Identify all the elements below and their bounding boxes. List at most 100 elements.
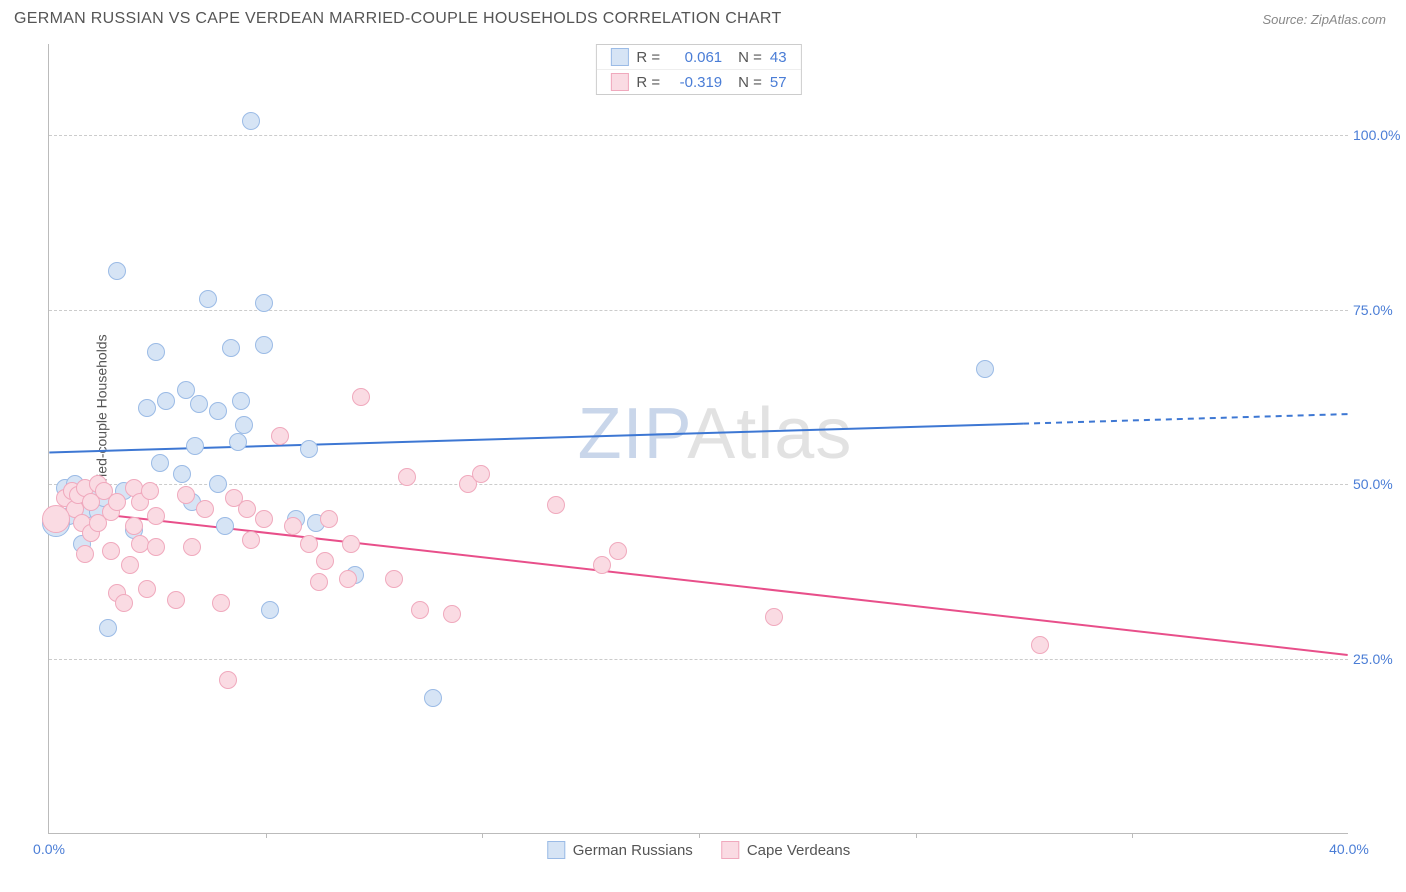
- y-gridline: [49, 310, 1348, 311]
- legend-swatch: [610, 73, 628, 91]
- data-point: [342, 535, 360, 553]
- legend-row: R = -0.319 N = 57: [596, 69, 800, 94]
- data-point: [235, 416, 253, 434]
- data-point: [147, 507, 165, 525]
- legend-n-value: 57: [770, 74, 787, 91]
- data-point: [108, 262, 126, 280]
- data-point: [183, 538, 201, 556]
- data-point: [352, 388, 370, 406]
- data-point: [398, 468, 416, 486]
- data-point: [219, 671, 237, 689]
- data-point: [284, 517, 302, 535]
- x-tick: [916, 833, 917, 838]
- data-point: [76, 545, 94, 563]
- data-point: [229, 433, 247, 451]
- data-point: [108, 493, 126, 511]
- x-tick: [266, 833, 267, 838]
- series-label: Cape Verdeans: [747, 842, 850, 859]
- data-point: [385, 570, 403, 588]
- x-tick: [699, 833, 700, 838]
- scatter-chart: ZIPAtlas R =0.061N =43R =-0.319N =57 Ger…: [48, 44, 1348, 834]
- legend-n-value: 43: [770, 49, 787, 66]
- data-point: [138, 580, 156, 598]
- x-tick: [1132, 833, 1133, 838]
- data-point: [765, 608, 783, 626]
- y-gridline: [49, 135, 1348, 136]
- x-tick: [482, 833, 483, 838]
- legend-r-label: R =: [636, 49, 660, 66]
- data-point: [443, 605, 461, 623]
- y-gridline: [49, 484, 1348, 485]
- data-point: [300, 535, 318, 553]
- data-point: [242, 112, 260, 130]
- data-point: [42, 505, 70, 533]
- data-point: [593, 556, 611, 574]
- data-point: [209, 475, 227, 493]
- watermark: ZIPAtlas: [578, 393, 853, 475]
- data-point: [131, 535, 149, 553]
- data-point: [547, 496, 565, 514]
- y-gridline: [49, 659, 1348, 660]
- data-point: [222, 339, 240, 357]
- series-legend-item: German Russians: [547, 841, 693, 859]
- data-point: [157, 392, 175, 410]
- legend-r-value: 0.061: [668, 49, 722, 66]
- data-point: [339, 570, 357, 588]
- data-point: [238, 500, 256, 518]
- data-point: [209, 402, 227, 420]
- data-point: [1031, 636, 1049, 654]
- data-point: [316, 552, 334, 570]
- trend-line-solid: [49, 508, 1347, 655]
- data-point: [99, 619, 117, 637]
- data-point: [138, 399, 156, 417]
- source-attribution: Source: ZipAtlas.com: [1262, 12, 1386, 27]
- data-point: [232, 392, 250, 410]
- legend-row: R = 0.061 N = 43: [596, 45, 800, 69]
- data-point: [320, 510, 338, 528]
- legend-swatch: [547, 841, 565, 859]
- data-point: [216, 517, 234, 535]
- data-point: [976, 360, 994, 378]
- data-point: [141, 482, 159, 500]
- data-point: [121, 556, 139, 574]
- correlation-legend: R = 0.061 N = 43 R = -0.319 N = 57: [595, 44, 801, 95]
- legend-r-label: R =: [636, 74, 660, 91]
- series-label: German Russians: [573, 842, 693, 859]
- legend-swatch: [721, 841, 739, 859]
- data-point: [102, 542, 120, 560]
- legend-swatch: [610, 48, 628, 66]
- y-tick-label: 50.0%: [1353, 476, 1406, 492]
- y-tick-label: 75.0%: [1353, 302, 1406, 318]
- y-tick-label: 25.0%: [1353, 651, 1406, 667]
- data-point: [186, 437, 204, 455]
- data-point: [300, 440, 318, 458]
- y-tick-label: 100.0%: [1353, 127, 1406, 143]
- x-tick-label: 0.0%: [33, 841, 65, 857]
- data-point: [472, 465, 490, 483]
- data-point: [147, 538, 165, 556]
- data-point: [271, 427, 289, 445]
- data-point: [199, 290, 217, 308]
- data-point: [255, 294, 273, 312]
- data-point: [212, 594, 230, 612]
- series-legend-item: Cape Verdeans: [721, 841, 850, 859]
- data-point: [167, 591, 185, 609]
- legend-n-label: N =: [738, 74, 762, 91]
- data-point: [115, 594, 133, 612]
- data-point: [151, 454, 169, 472]
- data-point: [255, 336, 273, 354]
- data-point: [190, 395, 208, 413]
- trend-line-dashed: [1023, 414, 1348, 424]
- data-point: [424, 689, 442, 707]
- data-point: [310, 573, 328, 591]
- legend-r-value: -0.319: [668, 74, 722, 91]
- data-point: [196, 500, 214, 518]
- legend-n-label: N =: [738, 49, 762, 66]
- data-point: [261, 601, 279, 619]
- data-point: [125, 517, 143, 535]
- series-legend: German Russians Cape Verdeans: [547, 841, 850, 859]
- data-point: [609, 542, 627, 560]
- x-tick-label: 40.0%: [1329, 841, 1369, 857]
- chart-title: GERMAN RUSSIAN VS CAPE VERDEAN MARRIED-C…: [14, 10, 782, 28]
- data-point: [147, 343, 165, 361]
